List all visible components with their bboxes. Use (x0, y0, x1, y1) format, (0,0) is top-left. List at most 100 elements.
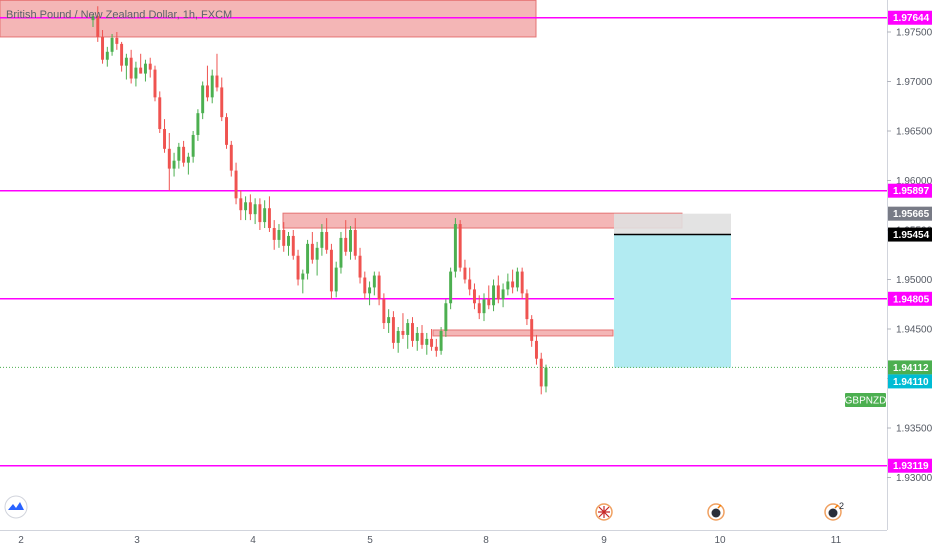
candle (296, 249, 300, 286)
candle (525, 289, 529, 326)
short-position-tool[interactable] (614, 213, 731, 368)
candle-body (244, 202, 248, 211)
time-axis[interactable]: 2 3 4 5 8 9 10 11 (18, 535, 841, 546)
candle-body (396, 330, 400, 343)
horizontal-levels (0, 16, 887, 467)
price-axis[interactable]: 1.975001.970001.965001.960001.955001.950… (887, 28, 932, 485)
candle (329, 243, 333, 300)
candle (229, 140, 233, 177)
candle (434, 338, 438, 357)
price-tags: 1.97644 1.95897 1.94805 1.93119 1.95665 1.954… (888, 10, 932, 473)
y-tick-label: 1.93500 (896, 424, 932, 435)
candle-body (201, 85, 205, 114)
candle-body (349, 230, 352, 252)
candle (263, 200, 267, 229)
candle-body (120, 43, 124, 66)
candle (244, 196, 248, 221)
candle-body (248, 202, 252, 215)
candle-body (196, 113, 200, 135)
candle-body (496, 285, 500, 300)
candle-body (158, 97, 162, 130)
candle (334, 261, 338, 298)
candle-body (358, 255, 362, 278)
event-bomb-icon-2[interactable]: 2 (824, 501, 844, 521)
candle (277, 224, 281, 248)
candle (349, 226, 352, 260)
y-tick-label: 1.96000 (896, 176, 932, 187)
candle-body (210, 75, 214, 98)
candle (449, 267, 453, 310)
candle (411, 317, 414, 347)
zone-0 (0, 0, 537, 38)
y-tick-label: 1.96500 (896, 127, 932, 138)
candle-body (91, 16, 95, 21)
candle-body (225, 117, 228, 145)
candle-body (477, 303, 481, 314)
current-price-tag: 1.94112 (893, 363, 929, 374)
candle (167, 132, 171, 191)
tradingview-logo-icon[interactable] (4, 495, 28, 519)
candle (234, 162, 238, 205)
candle-body (334, 267, 338, 292)
zone-2 (432, 329, 614, 337)
candle (215, 53, 219, 92)
candle-body (301, 273, 305, 280)
candle (492, 279, 496, 312)
candle-body (163, 129, 167, 149)
candle (291, 230, 295, 260)
candle-body (105, 51, 109, 60)
y-tick-label: 1.94500 (896, 325, 932, 336)
candle (415, 327, 419, 351)
y-tick-label: 1.93000 (896, 473, 932, 484)
candle-body (205, 85, 209, 98)
candle-body (501, 289, 505, 300)
candle-body (372, 275, 376, 288)
candle-body (306, 243, 310, 274)
candle (177, 142, 181, 169)
candle (472, 283, 476, 310)
candle-body (96, 16, 100, 37)
candle-body (143, 63, 147, 74)
candle (396, 327, 400, 353)
candle-body (401, 330, 405, 335)
x-tick-label: 4 (250, 535, 256, 546)
candle (496, 275, 500, 304)
candle (368, 281, 372, 306)
candle (139, 53, 143, 74)
candle (110, 33, 114, 56)
candle-body (472, 289, 476, 304)
candle (377, 271, 381, 306)
candle (425, 332, 429, 355)
candle (153, 65, 157, 102)
candle (420, 325, 424, 349)
candle (105, 46, 109, 67)
candle-body (368, 287, 372, 294)
candle (163, 119, 167, 153)
entry-tag: 1.95454 (893, 230, 930, 241)
candle (325, 218, 329, 254)
candle (501, 283, 505, 308)
event-bomb-icon-1[interactable] (707, 503, 725, 521)
uk-flag-event-icon[interactable] (595, 503, 613, 521)
candlestick-series (91, 6, 548, 395)
candle-body (296, 255, 300, 280)
x-tick-label: 2 (18, 535, 24, 546)
y-tick-label: 1.97000 (896, 77, 932, 88)
candle (196, 109, 200, 141)
level-tag-2-bg (888, 291, 932, 306)
candle-body (182, 146, 186, 163)
candle-body (134, 67, 138, 79)
candle (363, 271, 367, 300)
candle (96, 6, 100, 42)
candle-body (468, 279, 472, 290)
candle-body (282, 230, 286, 246)
candle (225, 113, 228, 149)
candle-body (525, 293, 529, 320)
candle-body (420, 332, 424, 345)
plot-area[interactable] (0, 0, 887, 467)
candle (258, 198, 262, 230)
candle-body (101, 36, 105, 60)
level-tag-3-bg (888, 458, 932, 473)
